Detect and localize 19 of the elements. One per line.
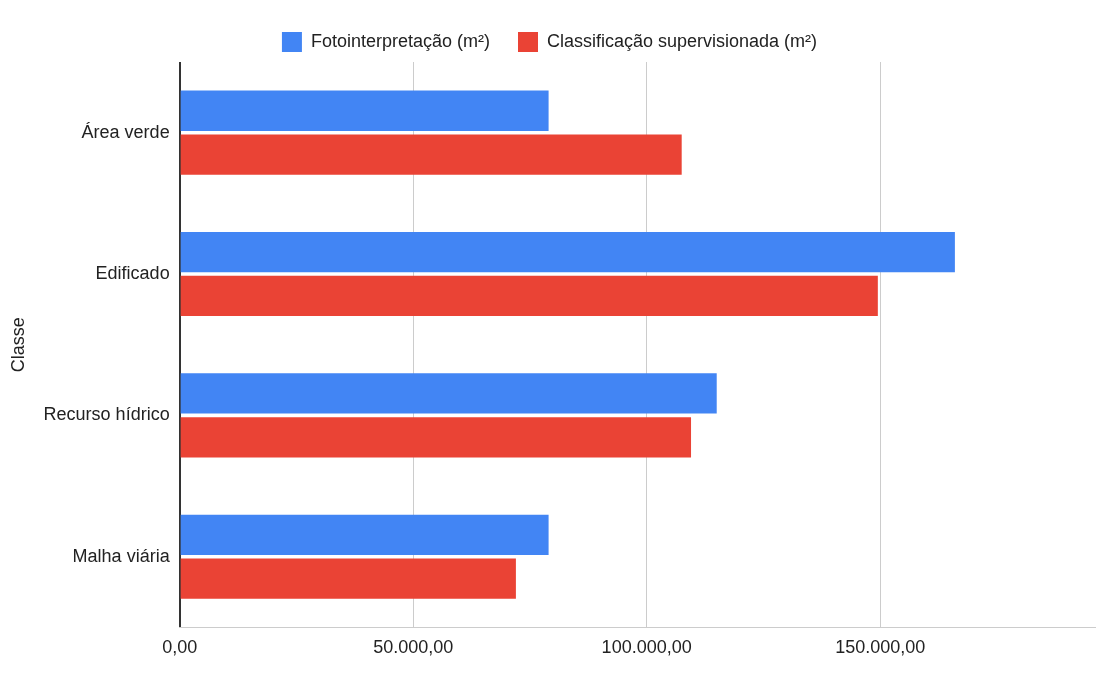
bar <box>180 275 878 317</box>
y-tick-label: Malha viária <box>72 545 171 566</box>
y-tick-label: Recurso hídrico <box>43 404 170 425</box>
x-tick-label: 50.000,00 <box>373 637 454 658</box>
bar <box>180 134 682 175</box>
bar <box>180 558 516 599</box>
x-tick-label: 100.000,00 <box>601 637 692 658</box>
bar <box>180 373 717 414</box>
bar <box>180 90 549 131</box>
y-axis-title: Classe <box>7 317 28 373</box>
bar <box>180 231 955 273</box>
x-tick-label: 150.000,00 <box>835 637 926 658</box>
legend-label: Classificação supervisionada (m²) <box>546 30 818 51</box>
x-tick-label: 0,00 <box>162 637 198 658</box>
y-tick-label: Área verde <box>81 121 170 142</box>
legend-label: Fotointerpretação (m²) <box>310 30 490 51</box>
y-tick-label: Edificado <box>95 262 170 283</box>
bar <box>180 417 692 458</box>
bar <box>180 514 549 555</box>
